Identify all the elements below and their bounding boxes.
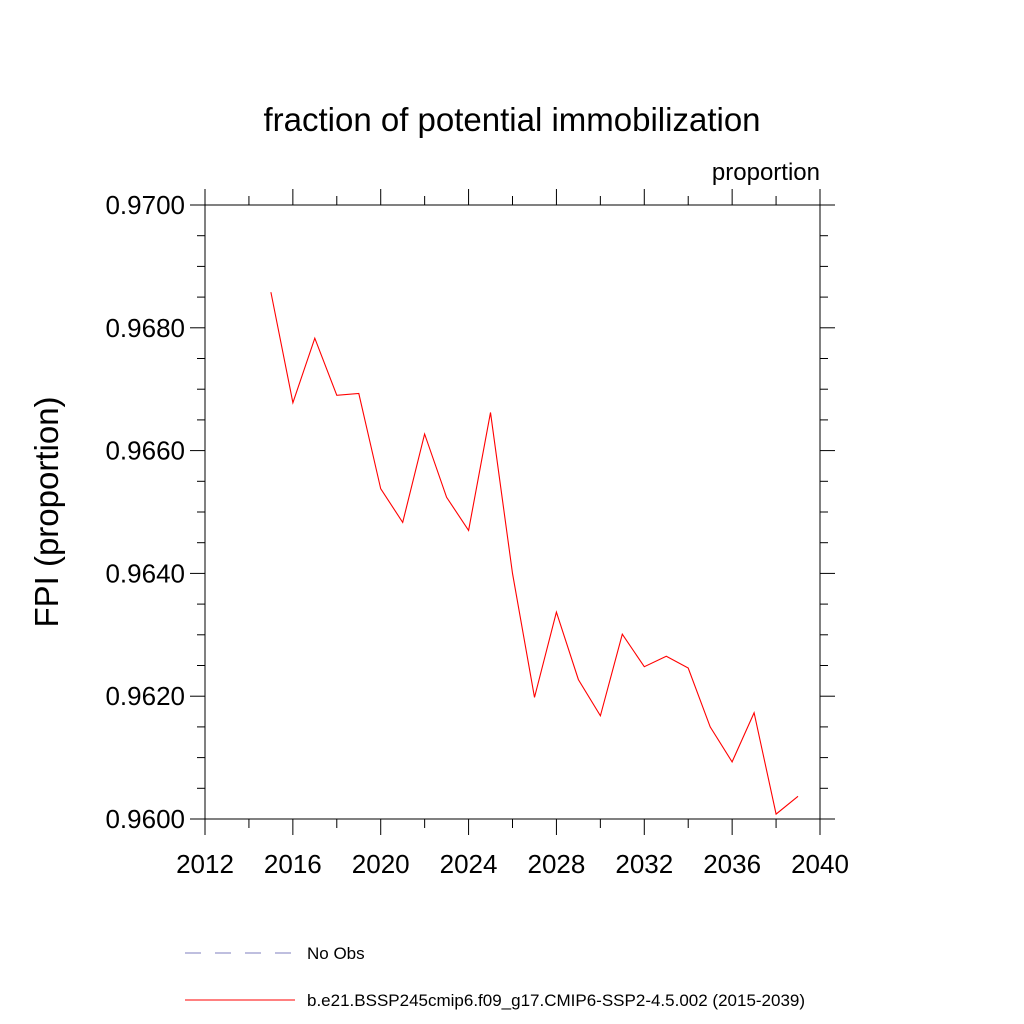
x-tick-label: 2024 bbox=[440, 849, 498, 879]
x-tick-label: 2040 bbox=[791, 849, 849, 879]
y-tick-label: 0.9680 bbox=[105, 313, 185, 343]
series-line bbox=[270, 292, 799, 816]
x-tick-label: 2036 bbox=[703, 849, 761, 879]
axis-ticks: 2012 2016 2020 2024 2028 2032 2036 2040 0.9600 0.… bbox=[105, 189, 849, 879]
y-tick-label: 0.9620 bbox=[105, 681, 185, 711]
y-tick-label: 0.9640 bbox=[105, 558, 185, 588]
x-tick-label: 2016 bbox=[264, 849, 322, 879]
y-tick-label: 0.9660 bbox=[105, 436, 185, 466]
x-tick-label: 2020 bbox=[352, 849, 410, 879]
legend-label: No Obs bbox=[307, 944, 365, 963]
plot-frame bbox=[204, 204, 821, 820]
y-axis-title: FPI (proportion) bbox=[28, 396, 65, 627]
legend: No Obs b.e21.BSSP245cmip6.f09_g17.CMIP6-S… bbox=[185, 944, 805, 1010]
units-label: proportion bbox=[712, 159, 820, 186]
x-tick-label: 2032 bbox=[615, 849, 673, 879]
series-group bbox=[270, 292, 799, 816]
y-tick-label: 0.9700 bbox=[105, 190, 185, 220]
x-tick-label: 2028 bbox=[528, 849, 586, 879]
x-tick-label: 2012 bbox=[176, 849, 234, 879]
y-tick-label: 0.9600 bbox=[105, 804, 185, 834]
legend-label: b.e21.BSSP245cmip6.f09_g17.CMIP6-SSP2-4.… bbox=[307, 991, 805, 1010]
chart-title: fraction of potential immobilization bbox=[263, 101, 760, 138]
